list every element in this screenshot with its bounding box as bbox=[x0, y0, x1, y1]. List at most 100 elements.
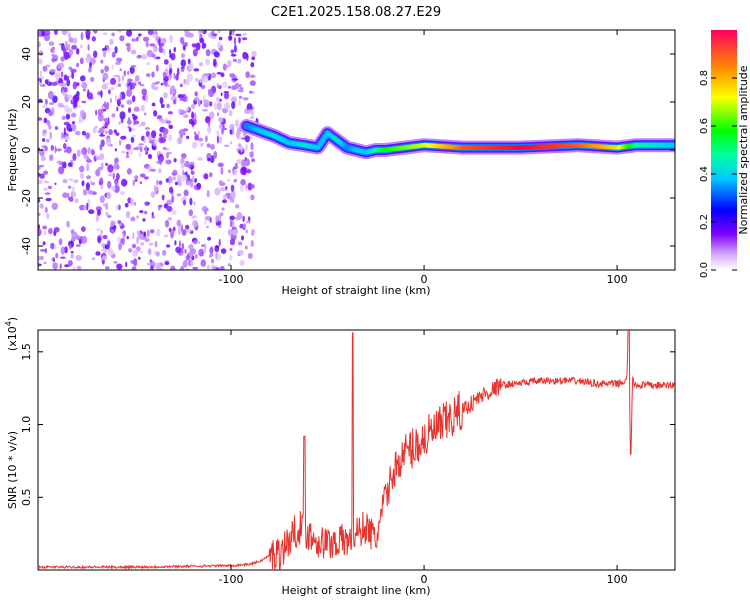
noise-speckle bbox=[180, 223, 183, 232]
noise-speckle bbox=[227, 229, 234, 236]
noise-speckle bbox=[232, 58, 237, 63]
noise-speckle bbox=[136, 230, 141, 235]
noise-speckle bbox=[148, 242, 154, 246]
noise-speckle bbox=[234, 216, 241, 221]
noise-speckle bbox=[105, 211, 109, 216]
noise-speckle bbox=[95, 251, 101, 256]
noise-speckle bbox=[91, 36, 97, 42]
noise-speckle bbox=[43, 187, 48, 191]
noise-speckle bbox=[119, 93, 122, 100]
noise-speckle bbox=[144, 145, 148, 153]
noise-speckle bbox=[55, 148, 62, 152]
noise-speckle bbox=[38, 164, 45, 168]
colorbar: 0.0 0.2 0.4 0.6 0.8 Normalized spectral ampl… bbox=[699, 30, 750, 278]
noise-speckle bbox=[133, 115, 136, 122]
noise-speckle bbox=[224, 102, 230, 110]
noise-speckle bbox=[81, 180, 85, 187]
noise-speckle bbox=[109, 38, 114, 45]
noise-speckle bbox=[52, 257, 56, 263]
noise-speckle bbox=[223, 92, 230, 100]
noise-speckle bbox=[51, 58, 55, 63]
noise-speckle bbox=[205, 73, 210, 77]
noise-speckle bbox=[68, 43, 71, 51]
noise-speckle bbox=[229, 215, 235, 221]
noise-speckle bbox=[51, 202, 58, 210]
noise-speckle bbox=[160, 82, 163, 86]
noise-speckle bbox=[87, 190, 94, 195]
noise-speckle bbox=[71, 71, 74, 79]
noise-speckle bbox=[120, 178, 128, 187]
noise-speckle bbox=[248, 216, 251, 222]
noise-speckle bbox=[123, 70, 127, 77]
noise-speckle bbox=[251, 228, 255, 235]
noise-speckle bbox=[191, 43, 198, 48]
noise-speckle bbox=[99, 134, 106, 137]
spectrogram-panel: -100 0 100 -40 -20 0 20 40 Height of straight … bbox=[6, 29, 676, 297]
noise-speckle bbox=[215, 96, 220, 103]
noise-speckle bbox=[55, 72, 61, 81]
noise-speckle bbox=[153, 139, 158, 144]
noise-speckle bbox=[151, 211, 154, 218]
noise-speckle bbox=[215, 267, 220, 270]
noise-speckle bbox=[95, 109, 98, 116]
noise-speckle bbox=[39, 173, 45, 179]
noise-speckle bbox=[207, 89, 213, 94]
noise-speckle bbox=[242, 51, 248, 60]
noise-speckle bbox=[144, 127, 150, 130]
noise-speckle bbox=[52, 262, 58, 270]
noise-speckle bbox=[156, 179, 159, 186]
noise-speckle bbox=[169, 49, 172, 56]
noise-speckle bbox=[60, 256, 66, 259]
noise-speckle bbox=[144, 201, 150, 206]
noise-speckle bbox=[192, 141, 198, 149]
noise-speckle bbox=[105, 162, 108, 166]
noise-speckle bbox=[193, 97, 200, 102]
noise-speckle bbox=[214, 245, 220, 253]
noise-speckle bbox=[237, 89, 244, 93]
noise-speckle bbox=[147, 229, 150, 238]
ridge-cell bbox=[318, 141, 323, 147]
noise-speckle bbox=[91, 148, 95, 155]
noise-speckle bbox=[245, 183, 248, 191]
noise-speckle bbox=[68, 37, 74, 43]
noise-speckle bbox=[216, 112, 220, 117]
noise-speckle bbox=[38, 212, 41, 217]
noise-speckle bbox=[217, 30, 222, 34]
noise-speckle bbox=[191, 111, 195, 120]
noise-speckle bbox=[93, 30, 98, 34]
noise-speckle bbox=[113, 129, 118, 134]
noise-speckle bbox=[138, 233, 144, 240]
noise-speckle bbox=[234, 204, 240, 209]
noise-speckle bbox=[126, 119, 132, 125]
noise-speckle bbox=[143, 135, 146, 144]
noise-speckle bbox=[75, 254, 83, 261]
noise-speckle bbox=[102, 72, 109, 81]
noise-speckle bbox=[119, 35, 125, 42]
noise-speckle bbox=[121, 237, 125, 246]
snr-panel: -100 0 100 0.5 1.0 1.5 (x104) SNR (10 * v/v)… bbox=[4, 317, 676, 597]
noise-speckle bbox=[208, 111, 215, 120]
noise-speckle bbox=[54, 145, 57, 154]
noise-speckle bbox=[145, 94, 149, 103]
noise-speckle bbox=[161, 194, 165, 201]
chart-title: C2E1.2025.158.08.27.E29 bbox=[271, 5, 441, 20]
noise-speckle bbox=[72, 37, 78, 44]
noise-speckle bbox=[117, 83, 122, 87]
noise-speckle bbox=[118, 121, 121, 125]
noise-speckle bbox=[114, 46, 118, 54]
noise-speckle bbox=[83, 154, 89, 160]
noise-speckle bbox=[125, 154, 130, 159]
noise-speckle bbox=[153, 185, 158, 192]
noise-speckle bbox=[61, 30, 68, 36]
noise-speckle bbox=[132, 95, 136, 103]
noise-speckle bbox=[86, 175, 91, 180]
noise-speckle bbox=[47, 90, 54, 100]
noise-speckle bbox=[172, 226, 176, 232]
snr-x-label: Height of straight line (km) bbox=[281, 584, 430, 597]
noise-speckle bbox=[170, 232, 174, 239]
noise-speckle bbox=[246, 169, 252, 174]
noise-speckle bbox=[162, 133, 167, 140]
noise-speckle bbox=[72, 266, 76, 270]
noise-speckle bbox=[151, 102, 156, 107]
noise-speckle bbox=[221, 81, 228, 89]
